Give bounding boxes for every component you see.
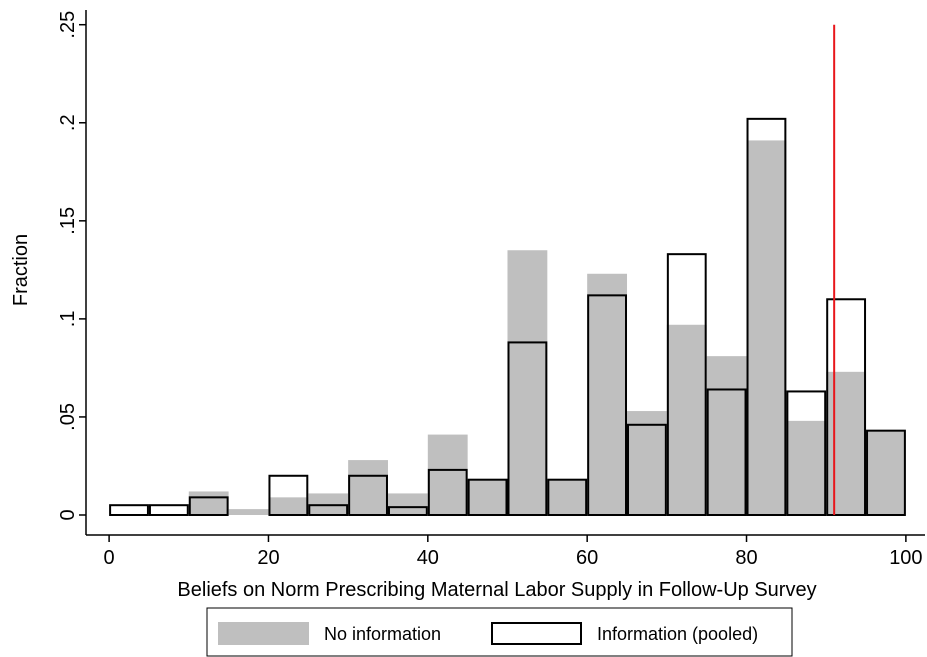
bar: [268, 474, 309, 516]
bar: [228, 509, 269, 515]
bar: [507, 341, 548, 516]
x-axis-label: Beliefs on Norm Prescribing Maternal Lab…: [177, 579, 816, 601]
x-tick-label: 0: [104, 547, 115, 569]
bar: [826, 298, 867, 516]
bar: [547, 479, 588, 515]
bar: [666, 324, 707, 515]
bar: [706, 356, 747, 515]
bar: [467, 479, 508, 515]
legend-label: No information: [324, 624, 441, 644]
x-tick-label: 20: [257, 547, 279, 569]
bar: [148, 504, 189, 516]
bar: [348, 474, 388, 516]
bar: [826, 371, 867, 515]
bar: [786, 420, 827, 515]
bar: [467, 478, 508, 516]
bar: [746, 140, 787, 515]
y-tick-label: .05: [57, 403, 79, 431]
bar: [666, 253, 707, 516]
bar: [706, 388, 747, 516]
bar: [268, 497, 309, 515]
bar: [348, 460, 388, 515]
y-tick-label: .15: [57, 207, 79, 235]
bar: [427, 468, 468, 516]
bar: [188, 496, 229, 516]
bar: [547, 478, 588, 516]
y-tick-label: .2: [57, 114, 79, 131]
bar: [109, 504, 149, 516]
y-axis-label: Fraction: [10, 234, 32, 306]
bar: [308, 504, 349, 516]
x-tick-label: 100: [889, 547, 922, 569]
bar: [627, 411, 667, 515]
bar: [866, 430, 906, 515]
bar: [387, 493, 428, 515]
x-tick-label: 40: [417, 547, 439, 569]
legend-swatch: [491, 622, 582, 645]
y-tick-label: 0: [57, 509, 79, 520]
bar: [627, 423, 667, 516]
x-tick-label: 80: [735, 547, 757, 569]
y-tick-label: .1: [57, 311, 79, 328]
bar: [746, 117, 787, 516]
bar: [427, 434, 468, 515]
x-tick-label: 60: [576, 547, 598, 569]
y-tick-label: .25: [57, 11, 79, 39]
bar: [786, 390, 827, 516]
bar: [387, 506, 428, 516]
bar: [587, 294, 628, 516]
bar: [587, 273, 628, 515]
bar: [188, 491, 229, 515]
legend-swatch: [218, 622, 309, 645]
bar: [866, 429, 906, 516]
bar: [507, 250, 548, 515]
legend-label: Information (pooled): [597, 624, 758, 644]
